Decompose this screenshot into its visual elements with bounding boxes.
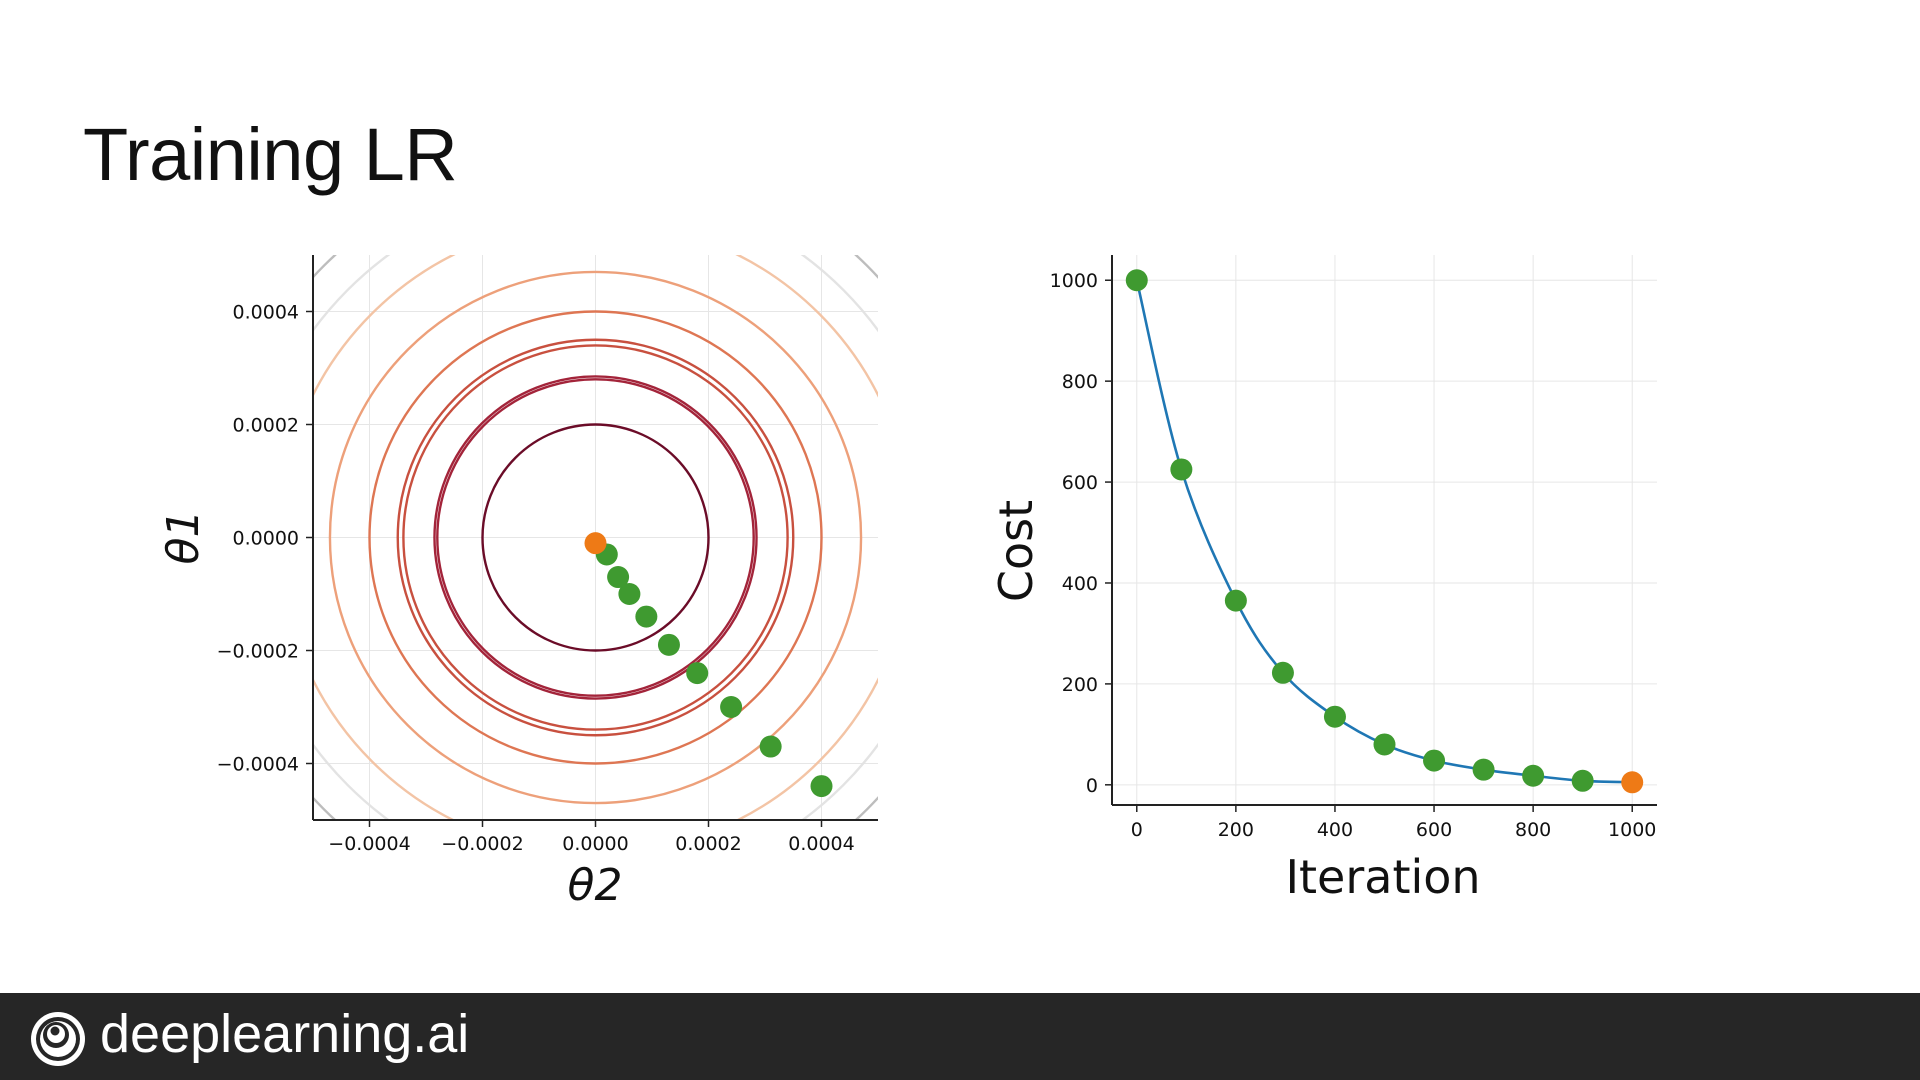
gradient-step-point xyxy=(607,566,630,589)
cost-point xyxy=(1224,589,1247,612)
footer-brand-text: deeplearning.ai xyxy=(100,1004,470,1064)
cost-point xyxy=(1522,764,1545,787)
gradient-step-point xyxy=(686,662,709,685)
contour-x-tick-label: 0.0000 xyxy=(562,833,628,855)
cost-curve-line xyxy=(1135,279,1633,784)
gradient-step-point xyxy=(618,583,641,605)
cost-x-tick-label: 600 xyxy=(1416,819,1452,841)
contour-y-tick-label: 0.0002 xyxy=(233,415,299,437)
cost-point xyxy=(1423,749,1446,772)
cost-final-point xyxy=(1621,771,1644,794)
contour-chart: −0.0004 −0.0002 0.0000 0.0002 0.0004 −0.0004 −… xyxy=(158,240,890,940)
contour-x-tick-label: −0.0004 xyxy=(328,833,410,855)
cost-point xyxy=(1571,769,1594,792)
contour-x-tick-label: −0.0002 xyxy=(441,833,523,855)
cost-axes: 0 200 400 600 800 1000 0 200 400 600 800 1000 xyxy=(1050,255,1657,841)
cost-x-tick-label: 1000 xyxy=(1608,819,1656,841)
cost-x-axis-label: Iteration xyxy=(1285,850,1480,904)
contour-y-tick-label: −0.0002 xyxy=(217,641,299,663)
contour-ring xyxy=(313,255,878,820)
contour-points xyxy=(584,532,833,798)
cost-point xyxy=(1323,705,1346,728)
contour-ring xyxy=(396,338,795,737)
contour-ring xyxy=(481,423,710,652)
gradient-step-point xyxy=(720,696,743,718)
cost-y-tick-label: 200 xyxy=(1062,674,1098,696)
contour-ring xyxy=(436,378,755,697)
cost-grid xyxy=(1112,255,1657,805)
cost-points xyxy=(1125,269,1644,794)
cost-chart: 0 200 400 600 800 1000 0 200 400 600 800 1000 Itera… xyxy=(990,255,1657,904)
cost-y-tick-label: 400 xyxy=(1062,573,1098,595)
cost-y-tick-label: 0 xyxy=(1086,775,1098,797)
cost-point xyxy=(1472,758,1495,781)
cost-x-tick-label: 200 xyxy=(1218,819,1254,841)
contour-ring xyxy=(433,375,758,700)
gradient-step-point xyxy=(657,633,680,656)
cost-point xyxy=(1373,733,1396,756)
gradient-step-point xyxy=(810,775,833,798)
cost-point xyxy=(1271,661,1294,684)
contour-axes: −0.0004 −0.0002 0.0000 0.0002 0.0004 −0.0004 −… xyxy=(217,255,878,855)
cost-y-tick-label: 600 xyxy=(1062,472,1098,494)
contour-ring xyxy=(328,270,863,805)
cost-y-tick-label: 1000 xyxy=(1050,270,1098,292)
concentric-circles-logo-icon xyxy=(31,1012,85,1066)
contour-ring xyxy=(177,240,890,940)
contour-x-tick-label: 0.0004 xyxy=(788,833,854,855)
contour-y-tick-label: 0.0004 xyxy=(233,302,299,324)
contour-y-tick-label: 0.0000 xyxy=(233,528,299,550)
contour-x-tick-label: 0.0002 xyxy=(675,833,741,855)
contour-ring xyxy=(368,310,823,765)
contour-x-axis-label: θ2 xyxy=(568,860,623,911)
gradient-step-point xyxy=(635,605,658,628)
cost-y-tick-label: 800 xyxy=(1062,371,1098,393)
cost-point xyxy=(1125,269,1148,292)
final-minimum-point xyxy=(584,532,607,555)
slide-title: Training LR xyxy=(83,113,458,196)
contour-y-axis-label: θ1 xyxy=(158,510,209,565)
contour-rings xyxy=(177,240,890,940)
cost-x-tick-label: 400 xyxy=(1317,819,1353,841)
cost-x-tick-label: 0 xyxy=(1131,819,1143,841)
gradient-step-point xyxy=(759,735,782,758)
cost-x-tick-label: 800 xyxy=(1515,819,1551,841)
contour-ring xyxy=(402,344,789,731)
cost-point xyxy=(1170,458,1193,481)
footer-bar: deeplearning.ai xyxy=(0,993,1920,1080)
contour-y-tick-label: −0.0004 xyxy=(217,754,299,776)
cost-y-axis-label: Cost xyxy=(990,500,1043,602)
